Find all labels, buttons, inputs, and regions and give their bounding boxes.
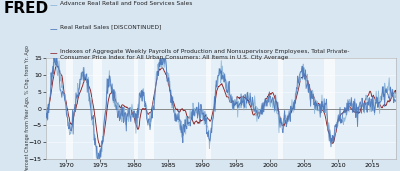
Bar bbox=[324, 58, 335, 159]
Text: Advance Real Retail and Food Services Sales: Advance Real Retail and Food Services Sa… bbox=[60, 1, 192, 6]
Text: —: — bbox=[50, 1, 58, 10]
Text: Real Retail Sales [DISCONTINUED]: Real Retail Sales [DISCONTINUED] bbox=[60, 25, 161, 30]
Bar bbox=[278, 58, 283, 159]
Bar bbox=[206, 58, 211, 159]
Text: —: — bbox=[50, 49, 58, 58]
Text: ~: ~ bbox=[38, 1, 44, 7]
Bar bbox=[66, 58, 72, 159]
Text: Indexes of Aggregate Weekly Payrolls of Production and Nonsupervisory Employees,: Indexes of Aggregate Weekly Payrolls of … bbox=[60, 49, 350, 60]
Bar bbox=[93, 58, 102, 159]
Bar bbox=[134, 58, 138, 159]
Text: FRED: FRED bbox=[4, 1, 49, 16]
Text: —: — bbox=[50, 25, 58, 34]
Bar bbox=[145, 58, 154, 159]
Y-axis label: Percent Change from Year Ago, % Chg. from Yr. Ago: Percent Change from Year Ago, % Chg. fro… bbox=[25, 45, 30, 171]
